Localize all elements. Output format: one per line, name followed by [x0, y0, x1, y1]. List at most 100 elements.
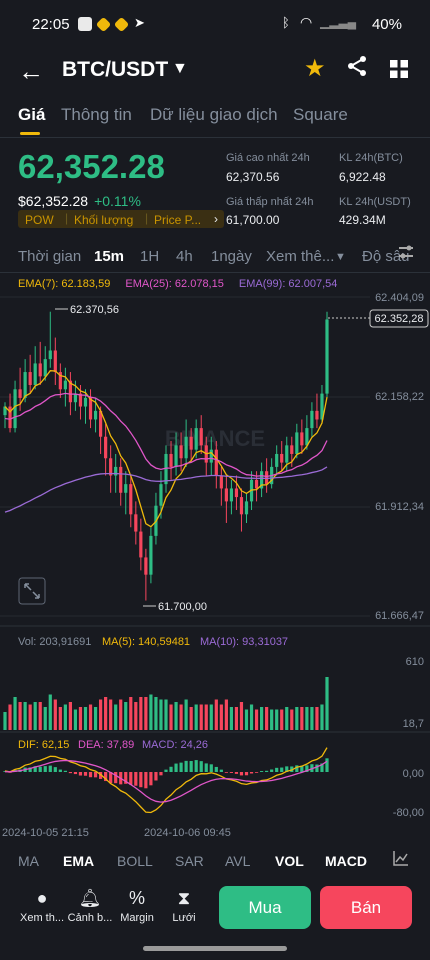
- volume-bar: [259, 707, 264, 730]
- layout-grid-icon[interactable]: [390, 60, 408, 78]
- settings-icon[interactable]: [398, 244, 414, 260]
- volume-bar: [8, 704, 12, 730]
- candle: [3, 406, 7, 416]
- telegram-icon: ➤: [134, 15, 145, 30]
- macd-bar: [78, 772, 83, 776]
- main-tabs: Giá Thông tin Dữ liệu giao dịch Square: [0, 100, 430, 136]
- last-price: 62,352.28: [18, 148, 165, 185]
- volume-bar: [159, 699, 163, 730]
- candle: [275, 453, 279, 467]
- macd-bar: [68, 772, 73, 774]
- macd-bar: [164, 769, 168, 772]
- alert-button[interactable]: 🔔︎ Cảnh b...: [65, 888, 115, 924]
- low-label: Giá thấp nhất 24h: [226, 196, 314, 208]
- macd-bar: [305, 765, 309, 772]
- ema7-label: EMA(7): 62.183,59: [18, 278, 111, 290]
- sell-button[interactable]: Bán: [320, 886, 412, 929]
- candle: [53, 350, 57, 373]
- volume-bar: [98, 699, 103, 730]
- tab-price[interactable]: Giá: [18, 105, 46, 124]
- candle: [209, 449, 213, 463]
- tf-depth[interactable]: Độ sâu: [362, 248, 410, 265]
- volume-bar: [219, 704, 223, 730]
- ind-avl[interactable]: AVL: [225, 853, 251, 869]
- pair-title[interactable]: BTC/USDT: [62, 58, 169, 81]
- volume-bar: [295, 707, 299, 730]
- ind-ema[interactable]: EMA: [63, 853, 95, 869]
- last-price-tag: 62.352,28: [375, 313, 424, 325]
- candle: [300, 432, 304, 446]
- ind-boll[interactable]: BOLL: [117, 853, 153, 869]
- ind-ma[interactable]: MA: [18, 853, 39, 869]
- chart-tools-icon[interactable]: [393, 850, 409, 869]
- candle: [13, 389, 17, 429]
- candle: [88, 397, 93, 420]
- timeframe-bar: Thời gian 15m 1H 4h 1ngày Xem thê... ▼ Đ…: [0, 244, 430, 268]
- macd-bar: [154, 772, 158, 781]
- candle: [119, 466, 123, 493]
- ind-macd[interactable]: MACD: [325, 853, 367, 869]
- tf-15m[interactable]: 15m: [94, 248, 125, 265]
- candle: [8, 406, 12, 429]
- volume-bar: [270, 709, 274, 730]
- more-button[interactable]: ● Xem th...: [17, 888, 67, 924]
- volume-bar: [134, 702, 138, 730]
- candle: [109, 458, 113, 476]
- macd-bar: [28, 767, 32, 772]
- battery-text: 40%: [371, 16, 402, 33]
- macd-bar: [280, 767, 284, 772]
- candle: [164, 453, 168, 485]
- chevron-down-icon[interactable]: ▼: [335, 251, 346, 263]
- tag-badges[interactable]: POW | Khối lượng | Price P... ›: [18, 210, 224, 228]
- vol-axis-label: 18,7: [403, 718, 424, 730]
- status-time: 22:05: [32, 16, 70, 33]
- macd-bar: [93, 772, 98, 778]
- candle: [214, 449, 218, 476]
- date-label: 2024-10-05 21:15: [2, 827, 89, 839]
- back-icon[interactable]: ←: [18, 56, 44, 86]
- volume-bar: [254, 709, 259, 730]
- tf-time[interactable]: Thời gian: [18, 248, 82, 265]
- macd-bar: [224, 772, 228, 773]
- tf-4h[interactable]: 4h: [176, 248, 193, 265]
- tf-more[interactable]: Xem thê...: [266, 248, 335, 265]
- buy-button[interactable]: Mua: [219, 886, 311, 929]
- candle: [68, 380, 73, 403]
- volume-bar: [315, 707, 319, 730]
- price-sub: $62,352.28 +0.11%: [18, 193, 141, 209]
- share-icon[interactable]: [346, 55, 368, 83]
- volume-bar: [109, 699, 113, 730]
- expand-icon[interactable]: [18, 577, 46, 605]
- candle: [259, 471, 264, 489]
- candle: [129, 484, 133, 515]
- vol-btc-value: 6,922.48: [339, 170, 386, 184]
- macd-bar: [270, 769, 274, 772]
- ind-vol[interactable]: VOL: [275, 853, 304, 869]
- price-change: +0.11%: [94, 193, 141, 209]
- tab-square[interactable]: Square: [293, 105, 348, 124]
- chevron-down-icon[interactable]: ▼: [172, 60, 188, 77]
- price-axis-label: 61.666,47: [375, 610, 424, 622]
- tab-trading-data[interactable]: Dữ liệu giao dịch: [150, 105, 278, 124]
- candle: [315, 410, 319, 420]
- tab-info[interactable]: Thông tin: [61, 105, 132, 124]
- volume-bar: [285, 707, 289, 730]
- tf-1h[interactable]: 1H: [140, 248, 160, 265]
- grid-bot-button[interactable]: ⧗ Lưới: [159, 888, 209, 924]
- ind-sar[interactable]: SAR: [175, 853, 204, 869]
- tf-1d[interactable]: 1ngày: [211, 248, 252, 265]
- candle: [33, 363, 37, 385]
- macd-dif-line: [4, 747, 328, 814]
- candle: [169, 453, 173, 467]
- macd-bar: [58, 769, 62, 772]
- favorite-star-icon[interactable]: ★: [304, 55, 326, 82]
- divider: [0, 272, 430, 273]
- candle: [98, 410, 103, 437]
- margin-button[interactable]: % Margin: [112, 888, 162, 924]
- macd-bar: [209, 764, 213, 772]
- youtube-icon: [78, 17, 92, 31]
- vol-axis-label: 610: [406, 656, 424, 668]
- candle: [244, 501, 249, 515]
- volume-bar: [3, 712, 7, 730]
- candlestick-chart[interactable]: BINANCE 62.352,28 62.404,09 62.158,22 61…: [0, 290, 430, 850]
